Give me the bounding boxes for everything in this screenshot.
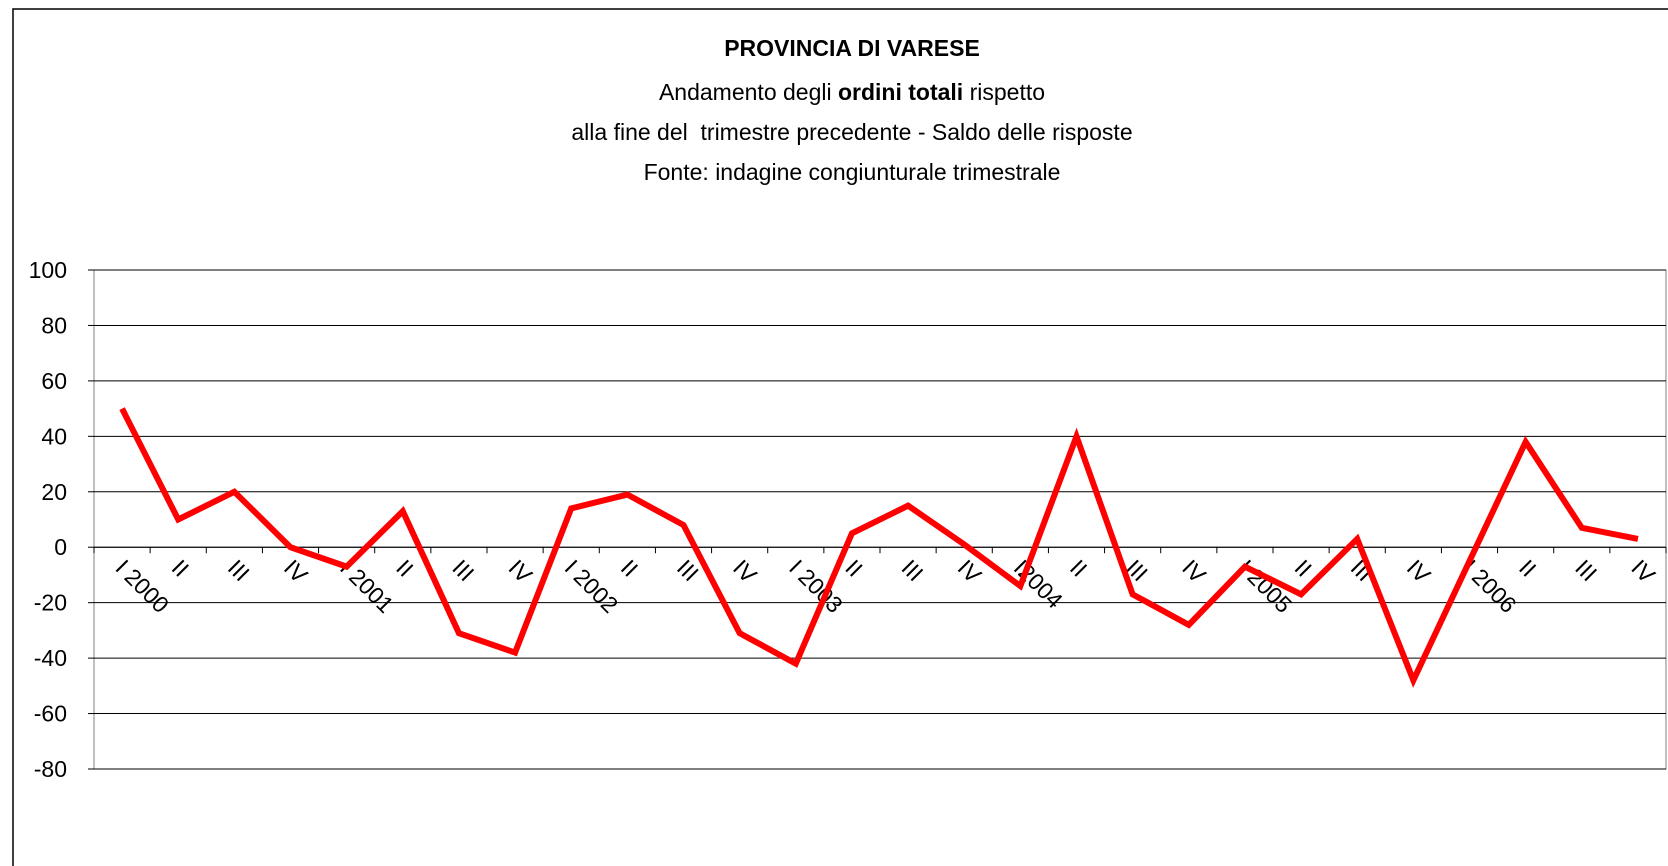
y-tick-label: 20 [41,479,67,505]
subtitle-part: rispetto [970,79,1045,105]
x-tick-label: II [1065,554,1092,581]
x-tick-label: II [840,554,867,581]
x-tick-label: IV [1177,554,1211,588]
y-tick-label: 100 [29,257,67,283]
subtitle-line: Fonte: indagine congiunturale trimestral… [644,159,1061,185]
x-tick-label: IV [1402,554,1436,588]
subtitle-bold: ordini totali [838,79,963,105]
data-line [119,407,1639,688]
y-tick-label: -20 [34,590,67,616]
y-tick-label: 40 [41,423,67,449]
x-tick-label: II [1290,554,1317,581]
x-tick-label: IV [279,554,313,588]
subtitle-part: Andamento degli [659,79,832,105]
x-tick-label: II [167,554,194,581]
x-tick-label: III [897,554,929,586]
x-tick-label: IV [728,554,762,588]
x-tick-label: IV [1626,554,1660,588]
y-tick-label: -80 [34,756,67,782]
x-tick-label: III [1570,554,1602,586]
x-tick-label: I 2000 [111,554,175,618]
y-tick-label: -40 [34,645,67,671]
y-tick-label: 60 [41,368,67,394]
x-tick-label: II [391,554,418,581]
chart-frame [12,8,1668,866]
y-tick-label: 0 [54,534,67,560]
chart-title: PROVINCIA DI VARESE [724,35,980,61]
y-tick-label: -60 [34,701,67,727]
x-tick-label: I 2002 [560,554,624,618]
subtitle-line: Andamento degli ordini totali rispetto [659,79,1045,105]
y-tick-label: 80 [41,312,67,338]
x-tick-label: IV [504,554,538,588]
subtitle-line: alla fine del trimestre precedente - Sal… [571,119,1132,145]
x-tick-label: III [447,554,479,586]
x-tick-label: II [616,554,643,581]
x-tick-label: II [1514,554,1541,581]
x-tick-label: III [223,554,255,586]
